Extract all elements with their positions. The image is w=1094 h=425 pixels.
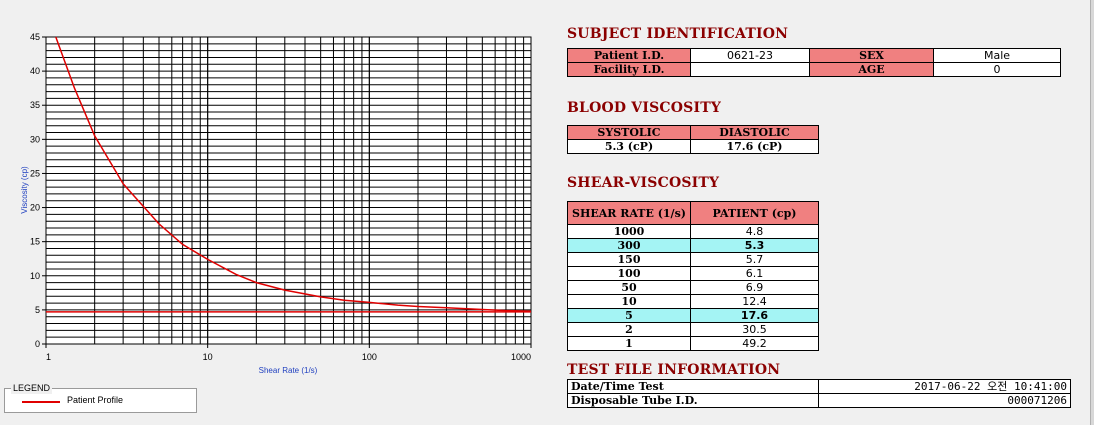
shear-rate-cell: 100 <box>567 266 691 281</box>
legend-title: LEGEND <box>11 382 53 394</box>
age-label: AGE <box>809 62 934 77</box>
legend-line-swatch <box>22 401 60 403</box>
y-tick-label: 30 <box>30 134 40 144</box>
patient-cp-cell: 5.7 <box>690 252 819 267</box>
sex-value: Male <box>933 48 1061 63</box>
subject-table: Patient I.D. 0621-23 SEX Male Facility I… <box>567 48 1061 77</box>
date-time-label: Date/Time Test <box>567 379 819 394</box>
sex-label: SEX <box>809 48 934 63</box>
y-tick-label: 35 <box>30 100 40 110</box>
y-tick-label: 20 <box>30 203 40 213</box>
diastolic-label: DIASTOLIC <box>690 125 819 140</box>
patient-cp-cell: 49.2 <box>690 336 819 351</box>
patient-cp-cell: 30.5 <box>690 322 819 337</box>
patient-cp-header: PATIENT (cp) <box>690 201 819 225</box>
patient-cp-cell: 17.6 <box>690 308 819 323</box>
date-time-value: 2017-06-22 오전 10:41:00 <box>818 379 1071 394</box>
patient-cp-cell: 6.9 <box>690 280 819 295</box>
shear-rate-cell: 300 <box>567 238 691 253</box>
patient-id-value: 0621-23 <box>690 48 810 63</box>
patient-cp-cell: 4.8 <box>690 224 819 239</box>
legend-label: Patient Profile <box>67 395 124 405</box>
legend-box: LEGEND Patient Profile <box>4 382 197 413</box>
y-tick-label: 0 <box>35 339 40 349</box>
blood-viscosity-title: BLOOD VISCOSITY <box>567 100 722 116</box>
x-tick-label: 100 <box>362 352 377 362</box>
subject-identification-title: SUBJECT IDENTIFICATION <box>567 26 789 42</box>
age-value: 0 <box>933 62 1061 77</box>
patient-cp-cell: 5.3 <box>690 238 819 253</box>
shear-viscosity-table: SHEAR RATE (1/s) PATIENT (cp) 1000 4.8 300… <box>567 201 819 351</box>
systolic-label: SYSTOLIC <box>567 125 691 140</box>
disposable-tube-value: 000071206 <box>818 393 1071 408</box>
shear-rate-header: SHEAR RATE (1/s) <box>567 201 691 225</box>
patient-id-label: Patient I.D. <box>567 48 691 63</box>
facility-id-value <box>690 62 810 77</box>
chart-grid-horizontal <box>46 43 531 338</box>
shear-row: 100 6.1 <box>567 266 819 281</box>
facility-id-label: Facility I.D. <box>567 62 691 77</box>
y-axis-ticks: 0 5 10 15 20 25 30 35 40 45 <box>30 32 46 349</box>
shear-rate-cell: 150 <box>567 252 691 267</box>
patient-cp-cell: 12.4 <box>690 294 819 309</box>
y-tick-label: 25 <box>30 168 40 178</box>
y-tick-label: 40 <box>30 66 40 76</box>
shear-row: 150 5.7 <box>567 252 819 267</box>
shear-rate-cell: 1 <box>567 336 691 351</box>
window-edge <box>1090 0 1094 425</box>
disposable-tube-label: Disposable Tube I.D. <box>567 393 819 408</box>
patient-cp-cell: 6.1 <box>690 266 819 281</box>
series-line <box>55 36 532 313</box>
shear-rate-cell: 5 <box>567 308 691 323</box>
shear-row: 1000 4.8 <box>567 224 819 239</box>
shear-row: 10 12.4 <box>567 294 819 309</box>
y-tick-label: 15 <box>30 237 40 247</box>
shear-rate-cell: 1000 <box>567 224 691 239</box>
chart-series <box>46 36 532 313</box>
viscosity-chart: 0 5 10 15 20 25 30 35 40 45 1 10 100 1000 Shear Rate… <box>0 0 555 385</box>
diastolic-value: 17.6 (cP) <box>690 139 819 154</box>
blood-viscosity-table: SYSTOLIC DIASTOLIC 5.3 (cP) 17.6 (cP) <box>567 125 819 154</box>
y-tick-label: 10 <box>30 271 40 281</box>
x-tick-label: 1000 <box>511 352 531 362</box>
shear-rate-cell: 50 <box>567 280 691 295</box>
x-tick-label: 10 <box>203 352 213 362</box>
shear-row: 5 17.6 <box>567 308 819 323</box>
shear-viscosity-title: SHEAR-VISCOSITY <box>567 175 720 191</box>
shear-row: 2 30.5 <box>567 322 819 337</box>
shear-rate-cell: 10 <box>567 294 691 309</box>
shear-row: 300 5.3 <box>567 238 819 253</box>
systolic-value: 5.3 (cP) <box>567 139 691 154</box>
y-tick-label: 45 <box>30 32 40 42</box>
x-axis-label: Shear Rate (1/s) <box>259 366 318 375</box>
y-tick-label: 5 <box>35 305 40 315</box>
y-axis-label: Viscosity (cp) <box>20 166 29 214</box>
chart-grid-vertical <box>94 37 525 344</box>
test-file-information-title: TEST FILE INFORMATION <box>567 362 781 378</box>
shear-row: 1 49.2 <box>567 336 819 351</box>
shear-rate-cell: 2 <box>567 322 691 337</box>
shear-row: 50 6.9 <box>567 280 819 295</box>
test-file-table: Date/Time Test 2017-06-22 오전 10:41:00 Di… <box>567 379 1071 408</box>
x-tick-label: 1 <box>46 352 51 362</box>
x-axis-ticks: 1 10 100 1000 <box>45 344 532 362</box>
